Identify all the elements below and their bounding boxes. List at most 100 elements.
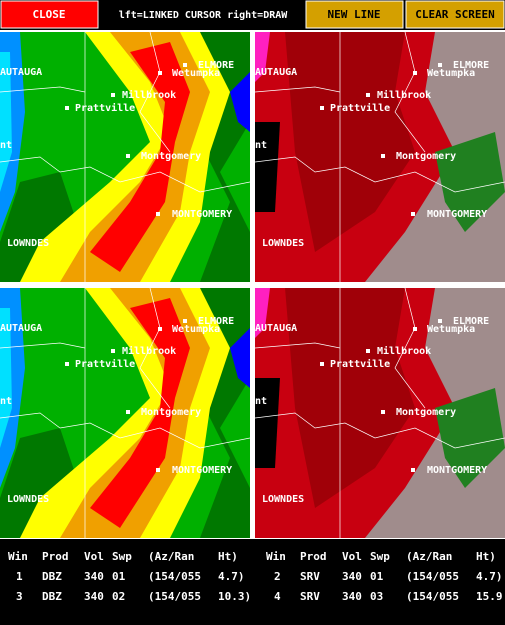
table-cell: 1: [16, 570, 23, 583]
place-label: MONTGOMERY: [172, 209, 232, 220]
place-dot: [111, 349, 115, 353]
place-label: AUTAUGA: [255, 67, 297, 78]
table-cell: 340: [342, 570, 362, 583]
place-label: LOWNDES: [7, 238, 49, 249]
place-label: ELMORE: [453, 316, 489, 327]
place-label: Montgomery: [396, 407, 456, 418]
table-cell: 03: [370, 590, 383, 603]
place-label: Wetumpka: [427, 68, 475, 79]
place-label: nt: [255, 140, 267, 151]
hint: lft=LINKED CURSOR right=DRAW: [119, 9, 289, 21]
table-header: Ht): [218, 550, 238, 563]
table-header: Swp: [370, 550, 390, 563]
table-header: Vol: [84, 550, 104, 563]
place-label: ELMORE: [198, 316, 234, 327]
place-label: AUTAUGA: [0, 67, 42, 78]
place-label: Prattville: [75, 102, 135, 114]
place-label: Wetumpka: [172, 68, 220, 79]
table-cell: DBZ: [42, 570, 62, 583]
table-cell: 340: [342, 590, 362, 603]
place-dot: [411, 212, 415, 216]
place-dot: [438, 63, 442, 67]
table-cell: 01: [370, 570, 384, 583]
place-dot: [126, 410, 130, 414]
table-cell: DBZ: [42, 590, 62, 603]
place-dot: [156, 212, 160, 216]
table-cell: 3: [16, 590, 23, 603]
place-label: Millbrook: [122, 345, 176, 357]
place-dot: [183, 319, 187, 323]
place-label: Millbrook: [377, 345, 431, 357]
place-label: MONTGOMERY: [172, 465, 232, 476]
table-cell: (154/055: [406, 570, 459, 583]
info-area: [0, 539, 505, 625]
place-dot: [126, 154, 130, 158]
place-dot: [320, 106, 324, 110]
place-dot: [158, 71, 162, 75]
table-cell: 10.3): [218, 590, 251, 603]
table-header: Prod: [300, 550, 327, 563]
place-dot: [156, 468, 160, 472]
place-dot: [413, 71, 417, 75]
place-dot: [413, 327, 417, 331]
place-label: Prattville: [330, 102, 390, 114]
table-cell: (154/055: [406, 590, 459, 603]
place-label: LOWNDES: [262, 238, 304, 249]
place-label: Wetumpka: [172, 324, 220, 335]
clear-screen-button[interactable]: [405, 0, 505, 29]
table-header: Ht): [476, 550, 496, 563]
place-label: ELMORE: [198, 60, 234, 71]
place-dot: [366, 349, 370, 353]
table-header: Vol: [342, 550, 362, 563]
place-label: MONTGOMERY: [427, 209, 487, 220]
place-dot: [438, 319, 442, 323]
place-label: AUTAUGA: [0, 323, 42, 334]
place-dot: [320, 362, 324, 366]
table-cell: 340: [84, 570, 104, 583]
table-header: (Az/Ran: [148, 550, 194, 563]
close-label[interactable]: CLOSE: [32, 8, 65, 21]
place-dot: [381, 154, 385, 158]
table-cell: SRV: [300, 590, 320, 603]
place-label: nt: [255, 396, 267, 407]
place-label: Millbrook: [377, 89, 431, 101]
table-cell: (154/055: [148, 570, 201, 583]
table-cell: 4.7): [476, 570, 503, 583]
table-header: (Az/Ran: [406, 550, 452, 563]
place-label: Wetumpka: [427, 324, 475, 335]
table-header: Win: [8, 550, 28, 563]
place-dot: [366, 93, 370, 97]
place-label: Montgomery: [396, 151, 456, 162]
new-line-button[interactable]: [305, 0, 404, 29]
place-dot: [158, 327, 162, 331]
place-dot: [65, 106, 69, 110]
table-cell: 02: [112, 590, 125, 603]
table-header: Swp: [112, 550, 132, 563]
new-line-label[interactable]: NEW LINE: [328, 8, 381, 21]
clear-screen-label[interactable]: CLEAR SCREEN: [415, 8, 494, 21]
table-cell: 340: [84, 590, 104, 603]
place-dot: [381, 410, 385, 414]
place-dot: [111, 93, 115, 97]
table-cell: (154/055: [148, 590, 201, 603]
place-label: Prattville: [75, 358, 135, 370]
place-label: Montgomery: [141, 407, 201, 418]
place-dot: [183, 63, 187, 67]
place-label: nt: [0, 140, 12, 151]
place-label: LOWNDES: [7, 494, 49, 505]
place-label: ELMORE: [453, 60, 489, 71]
place-label: Millbrook: [122, 89, 176, 101]
table-cell: 4.7): [218, 570, 245, 583]
table-cell: SRV: [300, 570, 320, 583]
table-cell: 2: [274, 570, 281, 583]
table-header: Prod: [42, 550, 69, 563]
place-label: Prattville: [330, 358, 390, 370]
place-label: nt: [0, 396, 12, 407]
place-label: AUTAUGA: [255, 323, 297, 334]
close-button[interactable]: [0, 0, 99, 29]
table-header: Win: [266, 550, 286, 563]
place-label: LOWNDES: [262, 494, 304, 505]
table-cell: 4: [274, 590, 281, 603]
place-label: MONTGOMERY: [427, 465, 487, 476]
